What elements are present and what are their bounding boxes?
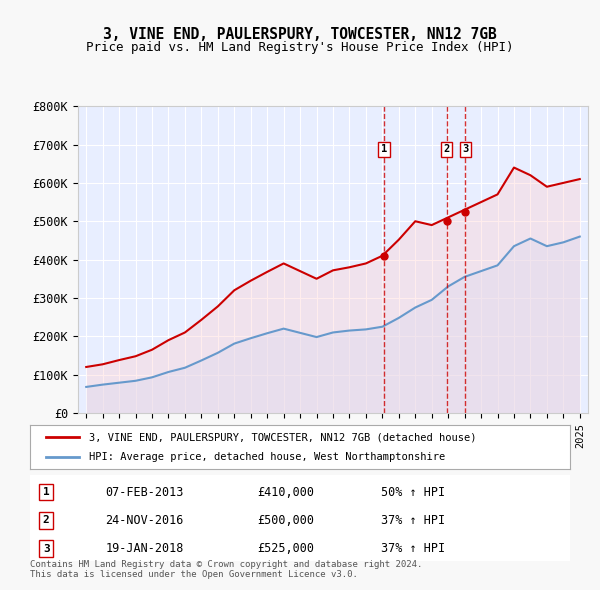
Text: £525,000: £525,000	[257, 542, 314, 555]
Text: 37% ↑ HPI: 37% ↑ HPI	[381, 542, 445, 555]
Text: 07-FEB-2013: 07-FEB-2013	[106, 486, 184, 499]
Text: £410,000: £410,000	[257, 486, 314, 499]
Text: 1: 1	[381, 144, 387, 154]
Text: 2: 2	[43, 515, 50, 525]
Text: 2: 2	[443, 144, 449, 154]
Text: 3, VINE END, PAULERSPURY, TOWCESTER, NN12 7GB: 3, VINE END, PAULERSPURY, TOWCESTER, NN1…	[103, 27, 497, 41]
Text: 1: 1	[43, 487, 50, 497]
Text: Price paid vs. HM Land Registry's House Price Index (HPI): Price paid vs. HM Land Registry's House …	[86, 41, 514, 54]
Text: 3: 3	[43, 543, 50, 553]
Text: £500,000: £500,000	[257, 514, 314, 527]
Text: 37% ↑ HPI: 37% ↑ HPI	[381, 514, 445, 527]
Text: 3, VINE END, PAULERSPURY, TOWCESTER, NN12 7GB (detached house): 3, VINE END, PAULERSPURY, TOWCESTER, NN1…	[89, 432, 477, 442]
Text: Contains HM Land Registry data © Crown copyright and database right 2024.
This d: Contains HM Land Registry data © Crown c…	[30, 560, 422, 579]
Text: 19-JAN-2018: 19-JAN-2018	[106, 542, 184, 555]
Text: 3: 3	[463, 144, 469, 154]
Text: 24-NOV-2016: 24-NOV-2016	[106, 514, 184, 527]
Text: 50% ↑ HPI: 50% ↑ HPI	[381, 486, 445, 499]
Text: HPI: Average price, detached house, West Northamptonshire: HPI: Average price, detached house, West…	[89, 452, 446, 461]
